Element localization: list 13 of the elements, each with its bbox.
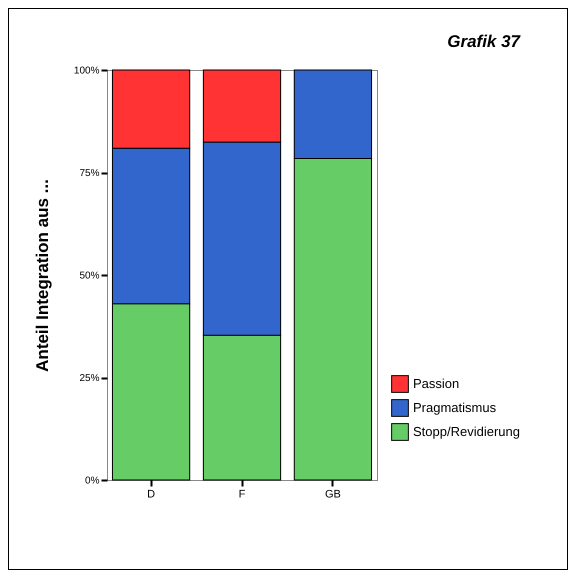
- text: Grafik 37: [447, 32, 522, 51]
- y-tick-label: 0%: [85, 476, 100, 486]
- legend-label: Passion: [413, 376, 460, 391]
- x-tick-label: GB: [324, 488, 341, 500]
- y-tick-label: 75%: [79, 168, 100, 179]
- y-tick-label: 50%: [79, 270, 100, 282]
- y-tick-label: 100%: [74, 66, 100, 76]
- x-tick-label: F: [238, 488, 246, 500]
- y-axis-title: Anteil Integration aus ...: [32, 179, 52, 372]
- x-tick-label: D: [147, 488, 156, 500]
- legend-label: Pragmatismus: [413, 400, 497, 415]
- legend-label: Stopp/Revidierung: [413, 424, 520, 439]
- y-tick-label: 25%: [79, 373, 100, 384]
